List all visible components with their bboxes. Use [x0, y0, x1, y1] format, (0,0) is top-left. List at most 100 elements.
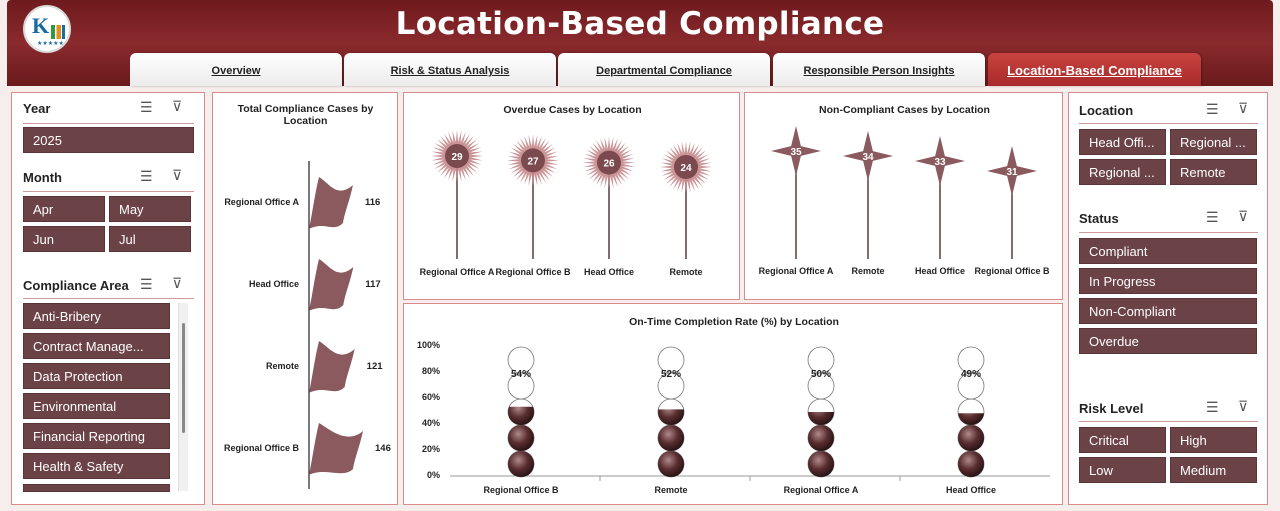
risk-level-item[interactable]: Medium	[1170, 457, 1257, 483]
category-label: Regional Office B	[223, 443, 299, 453]
star-marker	[771, 126, 821, 176]
value-label: 24	[680, 163, 692, 174]
sphere-filled	[658, 409, 684, 425]
scrollbar-thumb[interactable]	[182, 323, 185, 433]
sphere-filled	[658, 451, 684, 477]
sphere-filled	[508, 425, 534, 451]
value-label: 52%	[660, 369, 681, 380]
category-label: Head Office	[248, 279, 299, 289]
location-item[interactable]: Remote	[1170, 159, 1257, 185]
left-slicer-panel: Year ☰ ⊽ 2025 Month ☰ ⊽ Apr May Jun Jul …	[11, 92, 205, 505]
clear-filter-icon[interactable]: ⊽	[1238, 398, 1249, 414]
year-item[interactable]: 2025	[23, 127, 194, 153]
right-slicer-panel: Location ☰ ⊽ Head Offi... Regional ... R…	[1068, 92, 1268, 505]
y-tick-label: 80%	[421, 366, 440, 376]
tab-location-based-compliance[interactable]: Location-Based Compliance	[988, 53, 1201, 86]
flag-bar	[309, 259, 354, 311]
location-item[interactable]: Regional ...	[1079, 159, 1166, 185]
compliance-area-item[interactable]: Health & Safety	[23, 453, 170, 479]
compliance-area-item[interactable]: Environmental	[23, 393, 170, 419]
divider	[23, 123, 194, 124]
sphere-filled	[958, 451, 984, 477]
value-label: 34	[862, 152, 874, 163]
sphere-filled	[658, 425, 684, 451]
total-cases-chart	[308, 161, 363, 489]
category-label: Regional Office A	[419, 267, 495, 277]
compliance-area-item[interactable]: Anti-Bribery	[23, 303, 170, 329]
clear-filter-icon[interactable]: ⊽	[172, 98, 183, 114]
month-item[interactable]: Apr	[23, 196, 105, 222]
chart-title: Non-Compliant Cases by Location	[819, 104, 990, 116]
multi-select-icon[interactable]: ☰	[140, 276, 153, 292]
location-item[interactable]: Head Offi...	[1079, 129, 1166, 155]
compliance-area-item[interactable]: Contract Manage...	[23, 333, 170, 359]
flag-bar	[309, 341, 355, 393]
category-label: Regional Office A	[224, 197, 299, 207]
compliance-area-item[interactable]: Data Protection	[23, 363, 170, 389]
clear-filter-icon[interactable]: ⊽	[172, 167, 183, 183]
category-label: Regional Office B	[483, 485, 559, 495]
compliance-area-item-partial[interactable]	[23, 484, 170, 492]
multi-select-icon[interactable]: ☰	[1206, 101, 1219, 117]
total-cases-chart-panel: Total Compliance Cases by Location Regio…	[212, 92, 398, 505]
clear-filter-icon[interactable]: ⊽	[172, 275, 183, 291]
divider	[1079, 123, 1258, 124]
value-label: 146	[375, 443, 391, 454]
sphere-filled	[958, 425, 984, 451]
overdue-cases-chart: 29 27 26 24	[431, 130, 712, 259]
y-tick-label: 60%	[421, 392, 440, 402]
value-label: 29	[451, 152, 463, 163]
clear-filter-icon[interactable]: ⊽	[1238, 208, 1249, 224]
sphere-empty	[957, 346, 985, 374]
star-marker	[987, 146, 1037, 196]
multi-select-icon[interactable]: ☰	[1206, 209, 1219, 225]
category-label: Regional Office B	[495, 267, 571, 277]
category-label: Regional Office A	[758, 266, 834, 276]
sunburst-core	[521, 148, 545, 173]
risk-level-item[interactable]: High	[1170, 427, 1257, 453]
value-label: 50%	[810, 369, 831, 380]
status-item[interactable]: Non-Compliant	[1079, 298, 1257, 324]
divider	[1079, 232, 1258, 233]
sphere-empty	[507, 346, 535, 374]
y-tick-label: 0%	[426, 470, 440, 480]
value-label: 54%	[510, 369, 531, 380]
risk-level-item[interactable]: Critical	[1079, 427, 1166, 453]
on-time-completion-chart-panel: On-Time Completion Rate (%) by Location …	[403, 303, 1063, 505]
month-item[interactable]: May	[109, 196, 191, 222]
divider	[1079, 421, 1258, 422]
category-label: Head Office	[914, 266, 965, 276]
compliance-area-item[interactable]: Financial Reporting	[23, 423, 170, 449]
month-item[interactable]: Jul	[109, 226, 191, 252]
status-item[interactable]: In Progress	[1079, 268, 1257, 294]
sphere-empty	[807, 346, 835, 374]
tab-risk-status-analysis[interactable]: Risk & Status Analysis	[344, 53, 556, 86]
status-item[interactable]: Compliant	[1079, 238, 1257, 264]
multi-select-icon[interactable]: ☰	[140, 168, 153, 184]
tab-responsible-person-insights[interactable]: Responsible Person Insights	[773, 53, 985, 86]
divider	[23, 191, 194, 192]
y-tick-label: 100%	[416, 340, 440, 350]
value-label: 117	[365, 279, 381, 290]
risk-level-slicer-title: Risk Level	[1079, 401, 1144, 416]
tab-overview[interactable]: Overview	[130, 53, 342, 86]
overdue-cases-chart-panel: Overdue Cases by Location 29 27 26 24 Regio…	[403, 92, 740, 300]
status-item[interactable]: Overdue	[1079, 328, 1257, 354]
star-marker	[843, 131, 893, 181]
year-slicer-title: Year	[23, 101, 51, 116]
location-item[interactable]: Regional ...	[1170, 129, 1257, 155]
multi-select-icon[interactable]: ☰	[140, 99, 153, 115]
flag-bar	[309, 423, 363, 475]
category-label: Regional Office B	[974, 266, 1050, 276]
category-label: Head Office	[945, 485, 996, 495]
month-item[interactable]: Jun	[23, 226, 105, 252]
risk-level-item[interactable]: Low	[1079, 457, 1166, 483]
category-label: Regional Office A	[783, 485, 859, 495]
tab-departmental-compliance[interactable]: Departmental Compliance	[558, 53, 770, 86]
multi-select-icon[interactable]: ☰	[1206, 399, 1219, 415]
clear-filter-icon[interactable]: ⊽	[1238, 100, 1249, 116]
chart-title: Overdue Cases by Location	[503, 104, 642, 116]
value-label: 31	[1006, 167, 1018, 178]
value-label: 26	[603, 159, 615, 170]
non-compliant-cases-chart-panel: Non-Compliant Cases by Location 35 34 33 31…	[744, 92, 1063, 300]
